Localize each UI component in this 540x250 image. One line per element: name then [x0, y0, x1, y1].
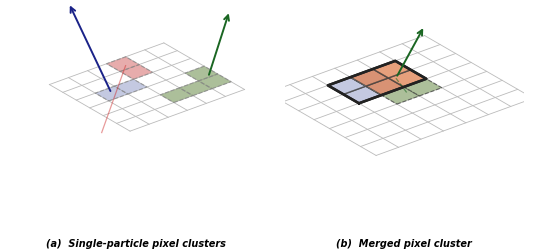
- Polygon shape: [160, 88, 193, 103]
- Polygon shape: [366, 79, 404, 96]
- Polygon shape: [106, 58, 139, 72]
- Polygon shape: [179, 82, 212, 96]
- Polygon shape: [373, 62, 411, 79]
- Polygon shape: [404, 80, 442, 96]
- Polygon shape: [388, 70, 426, 88]
- Polygon shape: [185, 67, 218, 82]
- Polygon shape: [120, 65, 153, 80]
- Polygon shape: [350, 70, 388, 87]
- Polygon shape: [381, 88, 420, 105]
- Polygon shape: [96, 87, 128, 102]
- Text: (b)  Merged pixel cluster: (b) Merged pixel cluster: [336, 238, 472, 248]
- Polygon shape: [114, 80, 147, 94]
- Polygon shape: [343, 87, 381, 104]
- Polygon shape: [350, 70, 388, 87]
- Polygon shape: [366, 79, 404, 96]
- Text: (a)  Single-particle pixel clusters: (a) Single-particle pixel clusters: [46, 238, 226, 248]
- Polygon shape: [328, 78, 366, 95]
- Polygon shape: [199, 75, 231, 89]
